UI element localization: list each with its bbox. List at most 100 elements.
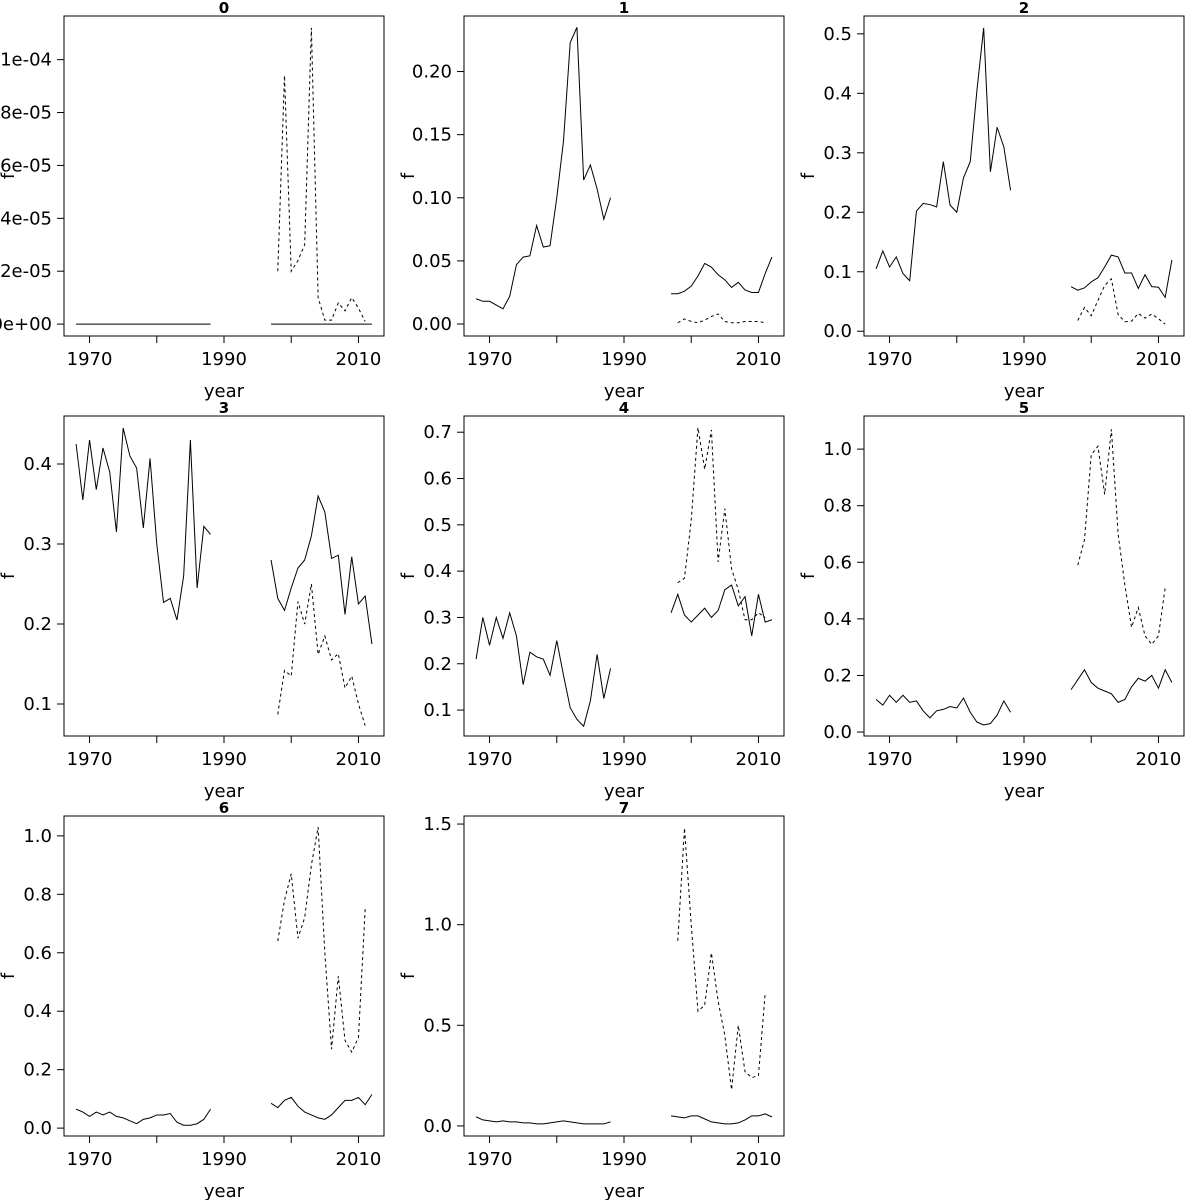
data-line	[277, 27, 366, 322]
y-axis-label: f	[398, 572, 419, 579]
y-tick-label: 1.5	[423, 814, 452, 835]
y-tick-label: 0.8	[23, 884, 52, 905]
y-tick-label: 4e-05	[0, 208, 52, 229]
x-axis-label: year	[1004, 381, 1045, 402]
y-tick-label: 0.4	[23, 1001, 52, 1022]
y-tick-label: 0.10	[412, 188, 452, 209]
plot-frame	[863, 415, 1185, 737]
data-line	[475, 584, 773, 728]
panel: 7 year f 1970 1990 2010 0.0 0.5 1.0 1.5	[398, 799, 785, 1200]
x-tick-label: 1990	[201, 749, 247, 770]
y-axis-label: f	[398, 972, 419, 979]
x-tick-label: 2010	[1136, 349, 1182, 370]
plot-frame	[63, 815, 385, 1137]
y-tick-label: 0.2	[23, 614, 52, 635]
panel: 2 year f 1970 1990 2010 0.0 0.1 0.2 0.3 0.4 0.5	[798, 0, 1185, 402]
y-tick-label: 0.7	[423, 422, 452, 443]
data-line	[677, 427, 766, 621]
y-tick-label: 0.6	[23, 943, 52, 964]
y-tick-label: 0.4	[423, 561, 452, 582]
data-line	[75, 1094, 373, 1126]
x-tick-label: 1970	[467, 349, 513, 370]
y-tick-label: 0.1	[23, 694, 52, 715]
x-tick-label: 1990	[1001, 749, 1047, 770]
plot-frame	[463, 415, 785, 737]
data-line	[677, 828, 766, 1090]
x-tick-label: 2010	[736, 1149, 782, 1170]
x-tick-label: 2010	[336, 749, 382, 770]
panel: 6 year f 1970 1990 2010 0.0 0.2 0.4 0.6 0.8 1.0	[0, 799, 385, 1200]
y-tick-label: 0.1	[823, 262, 852, 283]
y-tick-label: 0.2	[23, 1060, 52, 1081]
x-tick-label: 1970	[467, 749, 513, 770]
y-tick-label: 2e-05	[0, 261, 52, 282]
data-line	[475, 27, 773, 310]
x-tick-label: 2010	[336, 349, 382, 370]
panel: 0 year f 1970 1990 2010 0e+00 2e-05 4e-05 6e-05 8e…	[0, 0, 385, 402]
panel: 5 year f 1970 1990 2010 0.0 0.2 0.4 0.6 0.8 1.0	[798, 399, 1185, 802]
x-tick-label: 2010	[736, 749, 782, 770]
panel: 1 year f 1970 1990 2010 0.00 0.05 0.10 0.15 0.20	[398, 0, 785, 402]
y-tick-label: 6e-05	[0, 155, 52, 176]
x-axis-label: year	[604, 381, 645, 402]
plot-frame	[863, 15, 1185, 337]
y-axis-label: f	[0, 972, 19, 979]
panel: 3 year f 1970 1990 2010 0.1 0.2 0.3 0.4	[0, 399, 385, 802]
y-tick-label: 0e+00	[0, 314, 52, 335]
y-axis-label: f	[0, 172, 19, 179]
y-tick-label: 0.15	[412, 125, 452, 146]
y-tick-label: 1e-04	[0, 50, 52, 71]
y-tick-label: 0.4	[23, 454, 52, 475]
panel-title: 7	[619, 799, 629, 817]
data-line	[277, 827, 366, 1054]
x-tick-label: 1970	[67, 749, 113, 770]
y-tick-label: 0.0	[423, 1116, 452, 1137]
y-tick-label: 0.20	[412, 62, 452, 83]
x-tick-label: 1990	[601, 749, 647, 770]
x-axis-label: year	[204, 381, 245, 402]
x-tick-label: 2010	[1136, 749, 1182, 770]
x-axis-label: year	[204, 781, 245, 802]
y-tick-label: 0.05	[412, 251, 452, 272]
data-line	[277, 583, 366, 726]
data-line	[1077, 429, 1166, 646]
y-tick-label: 0.5	[423, 515, 452, 536]
plot-frame	[63, 415, 385, 737]
panel-title: 3	[219, 399, 229, 417]
y-tick-label: 1.0	[423, 915, 452, 936]
x-tick-label: 1990	[601, 1149, 647, 1170]
x-tick-label: 1990	[1001, 349, 1047, 370]
y-axis-label: f	[798, 172, 819, 179]
y-tick-label: 0.3	[823, 143, 852, 164]
data-line	[475, 1113, 773, 1125]
panel-title: 0	[219, 0, 229, 17]
y-tick-label: 0.8	[823, 496, 852, 517]
y-tick-label: 8e-05	[0, 103, 52, 124]
y-axis-label: f	[798, 572, 819, 579]
y-tick-label: 0.1	[423, 700, 452, 721]
y-tick-label: 0.5	[823, 24, 852, 45]
y-tick-label: 0.6	[423, 469, 452, 490]
y-tick-label: 0.00	[412, 314, 452, 335]
panel-title: 5	[1019, 399, 1029, 417]
y-tick-label: 1.0	[23, 826, 52, 847]
y-tick-label: 0.2	[823, 202, 852, 223]
x-tick-label: 1970	[867, 749, 913, 770]
data-line	[75, 427, 373, 645]
y-tick-label: 0.0	[823, 321, 852, 342]
y-tick-label: 0.4	[823, 609, 852, 630]
x-tick-label: 1990	[201, 349, 247, 370]
plot-frame	[463, 815, 785, 1137]
y-tick-label: 0.3	[23, 534, 52, 555]
x-tick-label: 2010	[736, 349, 782, 370]
y-tick-label: 0.2	[423, 654, 452, 675]
data-line	[875, 27, 1173, 299]
x-tick-label: 2010	[336, 1149, 382, 1170]
x-tick-label: 1970	[67, 1149, 113, 1170]
panel-title: 1	[619, 0, 629, 17]
x-tick-label: 1970	[67, 349, 113, 370]
data-line	[875, 668, 1173, 726]
plot-frame	[63, 15, 385, 337]
x-tick-label: 1990	[601, 349, 647, 370]
x-tick-label: 1970	[867, 349, 913, 370]
